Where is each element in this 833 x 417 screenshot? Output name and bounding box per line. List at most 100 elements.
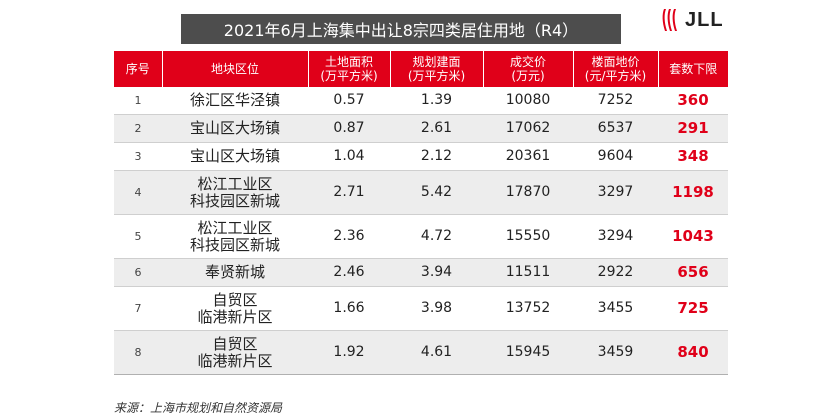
cell-unit-price: 3294: [573, 214, 658, 259]
header-row: 序号 地块区位 土地面积 (万平方米) 规划建面 (万平方米) 成交价 (万元) 楼面地价 (元/…: [114, 51, 728, 87]
cell-unit-price: 6537: [573, 114, 658, 143]
cell-unit-price: 2922: [573, 258, 658, 287]
cell-unit-price: 3297: [573, 170, 658, 215]
cell-price: 15550: [483, 214, 573, 259]
location-line: 徐汇区华泾镇: [189, 91, 280, 109]
cell-no: 1: [114, 87, 162, 115]
cell-planned-gfa: 4.61: [390, 330, 483, 375]
cell-land-area: 2.71: [308, 170, 390, 215]
cell-location: 自贸区 临港新片区: [162, 330, 308, 375]
cell-unit-price: 9604: [573, 142, 658, 171]
cell-no: 7: [114, 286, 162, 331]
location-line: 宝山区大场镇: [189, 147, 280, 165]
cell-unit-limit: 656: [658, 258, 728, 287]
location-line: 松江工业区: [197, 218, 273, 237]
table-row: 5 松江工业区 科技园区新城 2.36 4.72 15550 3294 1043: [114, 214, 728, 259]
cell-unit-limit: 291: [658, 114, 728, 143]
cell-location: 松江工业区 科技园区新城: [162, 170, 308, 215]
cell-location: 宝山区大场镇: [162, 142, 308, 171]
cell-price: 20361: [483, 142, 573, 171]
cell-planned-gfa: 4.72: [390, 214, 483, 259]
cell-price: 10080: [483, 87, 573, 115]
cell-price: 17062: [483, 114, 573, 143]
header-unit-limit-label: 套数下限: [669, 62, 718, 76]
cell-land-area: 0.87: [308, 114, 390, 143]
cell-land-area: 2.46: [308, 258, 390, 287]
cell-planned-gfa: 2.12: [390, 142, 483, 171]
location-line: 自贸区: [212, 290, 258, 309]
cell-location: 自贸区 临港新片区: [162, 286, 308, 331]
location-line: 科技园区新城: [189, 235, 280, 254]
header-no-label: 序号: [125, 62, 150, 76]
cell-land-area: 2.36: [308, 214, 390, 259]
cell-unit-limit: 1043: [658, 214, 728, 259]
cell-price: 15945: [483, 330, 573, 375]
cell-no: 5: [114, 214, 162, 259]
cell-location: 松江工业区 科技园区新城: [162, 214, 308, 259]
cell-no: 6: [114, 258, 162, 287]
cell-no: 4: [114, 170, 162, 215]
cell-unit-price: 3455: [573, 286, 658, 331]
header-planned-gfa-label: 规划建面: [412, 55, 461, 69]
jll-logo-text: JLL: [685, 8, 724, 31]
cell-no: 8: [114, 330, 162, 375]
cell-location: 徐汇区华泾镇: [162, 87, 308, 115]
location-line: 自贸区: [212, 334, 258, 353]
cell-unit-limit: 725: [658, 286, 728, 331]
header-unit-price-unit: (元/平方米): [584, 69, 647, 83]
cell-unit-price: 3459: [573, 330, 658, 375]
cell-no: 2: [114, 114, 162, 143]
header-price-unit: (万元): [511, 69, 545, 83]
header-location-label: 地块区位: [210, 62, 259, 76]
land-sale-table: 序号 地块区位 土地面积 (万平方米) 规划建面 (万平方米) 成交价 (万元) 楼面地价 (元/…: [114, 51, 728, 375]
header-unit-price: 楼面地价 (元/平方米): [572, 51, 658, 87]
header-no: 序号: [114, 51, 162, 87]
cell-unit-limit: 1198: [658, 170, 728, 215]
header-planned-gfa: 规划建面 (万平方米): [389, 51, 483, 87]
cell-planned-gfa: 2.61: [390, 114, 483, 143]
header-land-area: 土地面积 (万平方米): [307, 51, 390, 87]
header-unit-limit: 套数下限: [657, 51, 728, 87]
header-price-label: 成交价: [509, 55, 546, 69]
location-line: 临港新片区: [197, 351, 273, 370]
jll-logo-icon: [662, 9, 677, 31]
source-note: 来源：上海市规划和自然资源局: [114, 401, 283, 415]
location-line: 松江工业区: [197, 174, 273, 193]
cell-unit-limit: 348: [658, 142, 728, 171]
cell-price: 13752: [483, 286, 573, 331]
header-planned-gfa-unit: (万平方米): [407, 69, 466, 83]
table-row: 1 徐汇区华泾镇 0.57 1.39 10080 7252 360: [114, 87, 728, 115]
jll-logo: JLL: [660, 5, 724, 35]
header-price: 成交价 (万元): [482, 51, 573, 87]
header-unit-price-label: 楼面地价: [591, 55, 640, 69]
header-land-area-label: 土地面积: [324, 55, 373, 69]
cell-price: 17870: [483, 170, 573, 215]
cell-land-area: 1.04: [308, 142, 390, 171]
header-location: 地块区位: [161, 51, 308, 87]
table-row: 4 松江工业区 科技园区新城 2.71 5.42 17870 3297 1198: [114, 170, 728, 215]
cell-planned-gfa: 5.42: [390, 170, 483, 215]
cell-planned-gfa: 3.98: [390, 286, 483, 331]
cell-unit-limit: 360: [658, 87, 728, 115]
table-body: 1 徐汇区华泾镇 0.57 1.39 10080 7252 360 2 宝山区大场镇 0.87 2.…: [114, 87, 728, 375]
cell-land-area: 1.66: [308, 286, 390, 331]
location-line: 宝山区大场镇: [189, 119, 280, 137]
table-row: 8 自贸区 临港新片区 1.92 4.61 15945 3459 840: [114, 330, 728, 375]
table-row: 3 宝山区大场镇 1.04 2.12 20361 9604 348: [114, 142, 728, 171]
cell-unit-limit: 840: [658, 330, 728, 375]
table-title: 2021年6月上海集中出让8宗四类居住用地（R4）: [181, 14, 621, 44]
cell-planned-gfa: 3.94: [390, 258, 483, 287]
location-line: 科技园区新城: [189, 191, 280, 210]
cell-land-area: 1.92: [308, 330, 390, 375]
table-row: 2 宝山区大场镇 0.87 2.61 17062 6537 291: [114, 114, 728, 143]
cell-price: 11511: [483, 258, 573, 287]
cell-unit-price: 7252: [573, 87, 658, 115]
cell-location: 奉贤新城: [162, 258, 308, 287]
location-line: 临港新片区: [197, 307, 273, 326]
cell-land-area: 0.57: [308, 87, 390, 115]
table-row: 6 奉贤新城 2.46 3.94 11511 2922 656: [114, 258, 728, 287]
header-land-area-unit: (万平方米): [320, 69, 378, 83]
cell-location: 宝山区大场镇: [162, 114, 308, 143]
location-line: 奉贤新城: [204, 263, 265, 281]
table-row: 7 自贸区 临港新片区 1.66 3.98 13752 3455 725: [114, 286, 728, 331]
